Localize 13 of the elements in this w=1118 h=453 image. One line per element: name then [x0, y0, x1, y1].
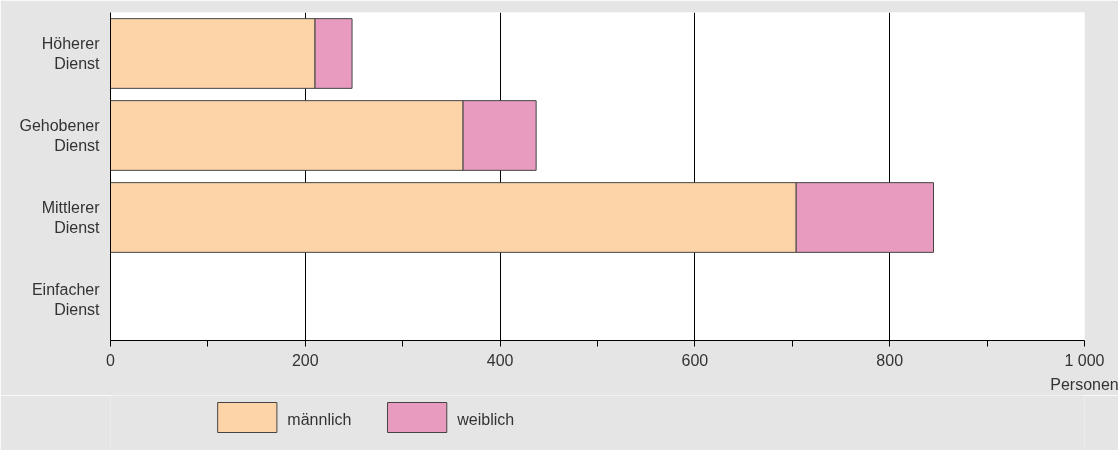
y-tick-label: Mittlerer Dienst — [41, 198, 101, 237]
x-tick-label: 400 — [486, 351, 514, 369]
legend-label: weiblich — [456, 411, 515, 428]
x-tick-label: 0 — [106, 351, 116, 369]
legend-label: männlich — [287, 411, 352, 428]
x-tick-label: 800 — [876, 351, 904, 369]
x-axis-title: Personen — [1050, 375, 1118, 393]
y-tick-label: Höherer Dienst — [41, 34, 101, 73]
x-tick-label: 1 000 — [1064, 351, 1105, 369]
x-tick-label: 600 — [681, 351, 709, 369]
x-tick-label: 200 — [291, 351, 319, 369]
y-tick-label: Gehobener Dienst — [19, 116, 101, 155]
y-tick-label: Einfacher Dienst — [31, 280, 101, 319]
